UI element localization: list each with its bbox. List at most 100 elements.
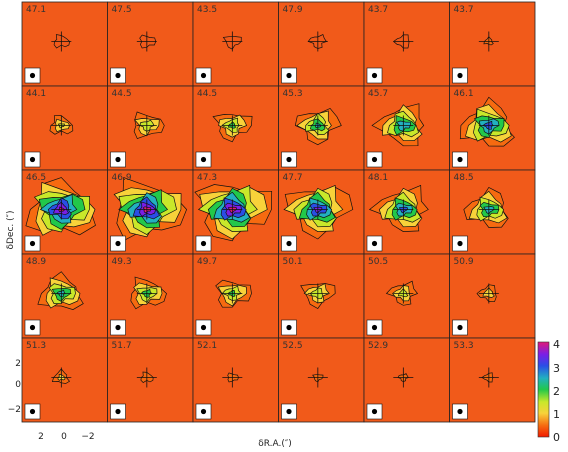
beam-ellipse: [457, 156, 463, 163]
channel-label: 46.5: [26, 173, 46, 183]
channel-label: 44.1: [26, 89, 46, 99]
x-tick-label: 2: [38, 432, 44, 442]
beam-ellipse: [286, 156, 292, 163]
channel-panel: 44.5: [107, 85, 194, 171]
beam-ellipse: [286, 408, 292, 415]
channel-panel: 46.5: [21, 169, 108, 255]
channel-label: 44.5: [112, 89, 132, 99]
channel-panel: 52.1: [192, 337, 279, 423]
colorbar: 4 3 2 1 0: [537, 338, 560, 444]
channel-label: 43.7: [454, 5, 474, 15]
channel-label: 46.1: [454, 89, 474, 99]
y-axis-label: δDec. (″): [6, 210, 16, 249]
channel-panel: 44.5: [192, 85, 279, 171]
channel-panel: 52.5: [278, 337, 365, 423]
channel-panel: 43.7: [449, 1, 536, 87]
channel-panel: 47.9: [278, 1, 365, 87]
beam-ellipse: [371, 324, 378, 331]
channel-panel: 47.5: [107, 1, 194, 87]
channel-label: 51.7: [112, 341, 132, 351]
channel-panel: 48.9: [21, 253, 108, 339]
beam-ellipse: [371, 408, 378, 415]
channel-label: 52.1: [197, 341, 217, 351]
channel-label: 46.9: [112, 173, 132, 183]
beam-ellipse: [115, 408, 121, 415]
beam-ellipse: [200, 156, 207, 163]
channel-label: 48.9: [26, 257, 46, 267]
beam-ellipse: [457, 240, 463, 247]
y-tick-label: 0: [15, 380, 21, 390]
channel-label: 52.5: [283, 341, 303, 351]
beam-ellipse: [200, 324, 207, 331]
channel-label: 47.5: [112, 5, 132, 15]
beam-ellipse: [457, 408, 463, 415]
channel-panel: 45.3: [278, 85, 365, 171]
beam-ellipse: [200, 408, 207, 415]
axes-labels: δDec. (″) δR.A.(″) 2 0 −2 2 0 −2: [6, 210, 292, 449]
beam-ellipse: [371, 240, 378, 247]
beam-ellipse: [457, 72, 463, 79]
channel-panel: 48.1: [363, 169, 450, 255]
beam-ellipse: [371, 72, 378, 79]
y-tick-label: −2: [8, 405, 21, 415]
channel-panel: 50.1: [278, 253, 365, 339]
channel-label: 45.7: [368, 89, 388, 99]
channel-panel: 45.7: [363, 85, 450, 171]
channel-label: 44.5: [197, 89, 217, 99]
beam-ellipse: [29, 156, 36, 163]
channel-panels: 47.1 47.5 43.5 47.9 43.7 43.7 44.1 44.5 44.5 45.3…: [21, 1, 536, 423]
channel-label: 43.5: [197, 5, 217, 15]
channel-panel: 47.7: [278, 169, 365, 255]
beam-ellipse: [286, 324, 292, 331]
channel-label: 47.9: [283, 5, 303, 15]
beam-ellipse: [286, 240, 292, 247]
beam-ellipse: [200, 240, 207, 247]
channel-panel: 49.3: [107, 253, 194, 339]
beam-ellipse: [115, 156, 121, 163]
channel-label: 49.7: [197, 257, 217, 267]
channel-panel: 44.1: [21, 85, 108, 171]
channel-panel: 49.7: [192, 253, 279, 339]
x-tick-label: −2: [81, 432, 94, 442]
channel-panel: 47.3: [192, 169, 279, 255]
channel-panel: 48.5: [449, 169, 536, 255]
channel-label: 50.9: [454, 257, 474, 267]
colorbar-tick-label: 3: [553, 362, 560, 375]
channel-panel: 50.5: [363, 253, 450, 339]
beam-ellipse: [29, 72, 36, 79]
beam-ellipse: [457, 324, 463, 331]
channel-panel: 46.1: [449, 85, 536, 171]
channel-panel: 51.3: [21, 337, 108, 423]
channel-panel: 43.5: [192, 1, 279, 87]
channel-label: 52.9: [368, 341, 388, 351]
channel-label: 53.3: [454, 341, 474, 351]
colorbar-tick-label: 2: [553, 385, 560, 398]
channel-label: 47.3: [197, 173, 217, 183]
channel-panel: 43.7: [363, 1, 450, 87]
y-tick-label: 2: [15, 359, 21, 369]
beam-ellipse: [29, 408, 36, 415]
channel-panel: 53.3: [449, 337, 536, 423]
channel-panel: 52.9: [363, 337, 450, 423]
beam-ellipse: [115, 72, 121, 79]
channel-label: 49.3: [112, 257, 132, 267]
channel-label: 50.5: [368, 257, 388, 267]
x-axis-label: δR.A.(″): [258, 439, 292, 449]
beam-ellipse: [286, 72, 292, 79]
colorbar-tick-label: 4: [553, 338, 560, 351]
channel-panel: 51.7: [107, 337, 194, 423]
channel-label: 47.1: [26, 5, 46, 15]
beam-ellipse: [371, 156, 378, 163]
colorbar-scale: [537, 341, 550, 438]
beam-ellipse: [29, 240, 36, 247]
beam-ellipse: [115, 324, 121, 331]
beam-ellipse: [200, 72, 207, 79]
channel-label: 47.7: [283, 173, 303, 183]
channel-label: 51.3: [26, 341, 46, 351]
beam-ellipse: [115, 240, 121, 247]
beam-ellipse: [29, 324, 36, 331]
channel-label: 43.7: [368, 5, 388, 15]
colorbar-tick-label: 1: [553, 408, 560, 421]
channel-label: 45.3: [283, 89, 303, 99]
